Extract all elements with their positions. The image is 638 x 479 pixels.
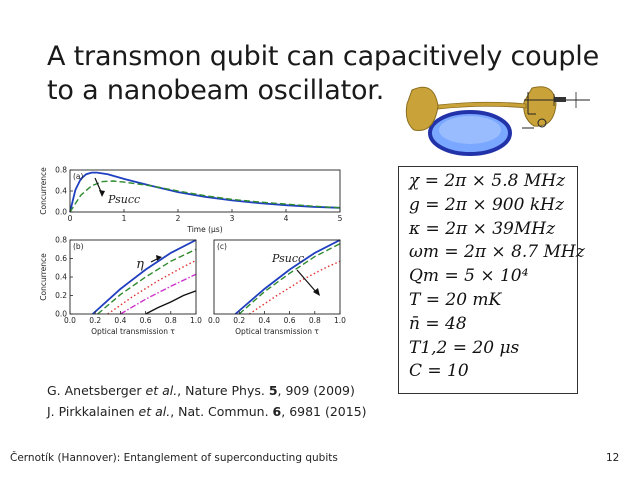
y-axis-label: Concurrence: [39, 167, 48, 215]
slide-title: A transmon qubit can capacitively couple…: [47, 41, 600, 106]
right-pad: [523, 86, 557, 127]
series-line-green: [69, 180, 341, 213]
x-tick-label: 0.4: [258, 316, 270, 325]
series-line-black: [145, 290, 197, 315]
y-tick-label: 0.8: [55, 166, 67, 175]
param-line: T1,2 = 20 μs: [409, 337, 520, 358]
param-line: κ = 2π × 39MHz: [409, 218, 556, 239]
transmon-symbol: [537, 118, 547, 128]
arrow-head: [156, 255, 162, 261]
x-tick-label: 0.2: [89, 316, 101, 325]
x-tick-label: 0.8: [165, 316, 177, 325]
x-tick-label: 0.8: [309, 316, 321, 325]
series-line-blue: [92, 239, 197, 315]
y-axis-label: Concurrence: [39, 253, 48, 301]
x-axis-label: Optical transmission τ: [91, 327, 175, 336]
panel-label: (c): [217, 242, 227, 251]
x-tick-label: 0.0: [208, 316, 220, 325]
y-tick-label: 0.2: [55, 291, 67, 300]
param-line: n̄ = 48: [409, 313, 467, 334]
arrow-head: [313, 288, 320, 296]
y-tick-label: 0.0: [55, 310, 67, 319]
arrow-head: [99, 190, 105, 197]
series-line-green: [238, 243, 341, 315]
arrow-line: [296, 269, 318, 294]
y-tick-label: 0.4: [55, 273, 67, 282]
parameter-box: χ = 2π × 5.8 MHz g = 2π × 900 kHz κ = 2π…: [398, 166, 585, 394]
y-tick-label: 0.0: [55, 208, 67, 217]
left-pad: [405, 86, 439, 131]
reference-line: J. Pirkkalainen et al., Nat. Commun. 6, …: [47, 404, 367, 419]
reference-line: G. Anetsberger et al., Nature Phys. 5, 9…: [47, 383, 355, 398]
annotation-psucc: Psucc: [271, 252, 304, 265]
series-line-blue: [69, 171, 341, 213]
references: G. Anetsberger et al., Nature Phys. 5, 9…: [47, 380, 407, 422]
page-number: 12: [606, 452, 620, 464]
x-tick-label: 0.4: [114, 316, 126, 325]
y-tick-label: 0.4: [55, 187, 67, 196]
x-tick-label: 3: [230, 214, 235, 223]
x-tick-label: 0.6: [140, 316, 152, 325]
param-line: ωm = 2π × 8.7 MHz: [409, 242, 585, 263]
footer: Černotík (Hannover): Entanglement of sup…: [10, 452, 338, 464]
x-tick-label: 0.2: [233, 316, 245, 325]
param-line: g = 2π × 900 kHz: [409, 194, 564, 215]
panel-label: (b): [73, 242, 84, 251]
param-line: C = 10: [409, 361, 469, 382]
series-line-red: [107, 259, 197, 315]
x-axis-label: Optical transmission τ: [235, 327, 319, 336]
annotation-psucc: Psucc: [107, 193, 140, 206]
series-line-red: [248, 260, 341, 315]
x-tick-label: 4: [284, 214, 289, 223]
param-line: T = 20 mK: [409, 289, 502, 310]
series-line-green: [97, 248, 197, 315]
x-axis-label: Time (μs): [186, 225, 222, 234]
x-tick-label: 0: [68, 214, 73, 223]
series-line-magenta: [120, 273, 197, 315]
y-tick-label: 0.6: [55, 254, 67, 263]
series-line-blue: [234, 239, 341, 315]
x-tick-label: 0.6: [284, 316, 296, 325]
nanobeam: [437, 101, 527, 110]
annotation-eta: η: [136, 257, 144, 272]
x-tick-label: 2: [176, 214, 181, 223]
panel-label: (a): [73, 172, 84, 181]
y-tick-label: 0.8: [55, 236, 67, 245]
param-line: Qm = 5 × 10⁴: [409, 266, 529, 287]
axes-frame: [213, 239, 341, 315]
nanobeam-device-illustration: [405, 86, 590, 156]
param-line: χ = 2π × 5.8 MHz: [409, 171, 566, 191]
axes-frame: [69, 239, 197, 315]
x-tick-label: 5: [338, 214, 343, 223]
x-tick-label: 1.0: [190, 316, 202, 325]
x-tick-label: 1: [122, 214, 127, 223]
x-tick-label: 0.0: [64, 316, 76, 325]
x-tick-label: 1.0: [334, 316, 346, 325]
